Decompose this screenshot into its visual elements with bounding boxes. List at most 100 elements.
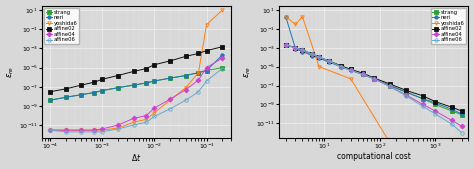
affine02	[449, 106, 455, 108]
Y-axis label: $\varepsilon_{re}$: $\varepsilon_{re}$	[6, 65, 16, 78]
neri	[219, 54, 225, 56]
yoshida6	[196, 72, 201, 74]
strang	[310, 53, 315, 55]
affine02	[196, 52, 201, 54]
affine02	[99, 78, 105, 80]
yoshida6	[115, 127, 121, 129]
affine06	[204, 80, 210, 82]
neri	[360, 73, 366, 75]
yoshida6	[300, 16, 305, 18]
neri	[144, 82, 149, 84]
yoshida6	[316, 66, 322, 68]
affine06	[167, 108, 173, 110]
affine04	[79, 129, 84, 131]
yoshida6	[144, 118, 149, 120]
affine02	[131, 70, 137, 73]
X-axis label: computational cost: computational cost	[337, 152, 410, 161]
affine06	[449, 123, 455, 125]
Line: yoshida6: yoshida6	[284, 15, 391, 144]
affine04	[387, 85, 392, 87]
neri	[459, 113, 465, 115]
affine02	[144, 68, 149, 70]
affine04	[91, 129, 97, 131]
affine06	[79, 131, 84, 133]
affine02	[63, 88, 68, 90]
Line: strang: strang	[284, 43, 463, 116]
neri	[300, 51, 305, 53]
neri	[204, 69, 210, 71]
Line: affine06: affine06	[48, 67, 224, 134]
affine04	[219, 57, 225, 59]
affine04	[63, 129, 68, 131]
strang	[152, 80, 157, 82]
affine06	[459, 132, 465, 134]
affine04	[310, 53, 315, 55]
strang	[316, 56, 322, 58]
X-axis label: $\Delta t$: $\Delta t$	[131, 152, 142, 163]
affine04	[360, 73, 366, 75]
neri	[152, 80, 157, 82]
affine04	[338, 66, 344, 68]
affine04	[300, 49, 305, 51]
strang	[300, 49, 305, 51]
strang	[459, 114, 465, 116]
strang	[131, 84, 137, 86]
strang	[144, 82, 149, 84]
affine02	[326, 60, 332, 62]
affine02	[338, 65, 344, 67]
affine04	[204, 67, 210, 69]
Legend: strang, neri, yoshida6, affine02, affine04, affine06: strang, neri, yoshida6, affine02, affine…	[431, 8, 466, 44]
affine06	[283, 44, 289, 46]
affine04	[152, 107, 157, 109]
affine06	[152, 115, 157, 117]
affine04	[167, 98, 173, 100]
affine02	[283, 44, 289, 46]
affine06	[300, 49, 305, 51]
neri	[63, 96, 68, 98]
affine04	[432, 110, 438, 112]
affine06	[360, 73, 366, 75]
strang	[79, 94, 84, 96]
affine06	[91, 131, 97, 133]
neri	[283, 16, 289, 18]
affine04	[316, 56, 322, 58]
affine06	[372, 78, 377, 80]
strang	[403, 91, 409, 93]
neri	[115, 87, 121, 89]
affine04	[372, 78, 377, 80]
affine04	[420, 103, 426, 105]
affine02	[348, 68, 354, 70]
affine04	[459, 125, 465, 127]
strang	[449, 110, 455, 112]
yoshida6	[79, 129, 84, 131]
affine02	[387, 83, 392, 85]
affine04	[348, 69, 354, 71]
neri	[348, 69, 354, 71]
yoshida6	[99, 129, 105, 131]
affine02	[300, 49, 305, 51]
affine04	[403, 94, 409, 96]
neri	[196, 72, 201, 74]
Line: neri: neri	[48, 53, 224, 102]
affine02	[115, 75, 121, 77]
strang	[183, 75, 189, 77]
yoshida6	[283, 16, 289, 18]
yoshida6	[183, 87, 189, 89]
affine04	[131, 117, 137, 119]
yoshida6	[152, 112, 157, 114]
Y-axis label: $\varepsilon_{re}$: $\varepsilon_{re}$	[243, 65, 253, 78]
affine06	[403, 95, 409, 97]
affine06	[144, 121, 149, 123]
neri	[310, 55, 315, 57]
affine04	[326, 60, 332, 62]
affine02	[91, 81, 97, 83]
strang	[115, 87, 121, 89]
affine06	[348, 69, 354, 71]
Line: yoshida6: yoshida6	[48, 8, 224, 132]
affine06	[292, 47, 298, 49]
affine02	[292, 47, 298, 49]
Line: affine04: affine04	[284, 43, 463, 128]
affine02	[420, 95, 426, 97]
affine02	[372, 77, 377, 79]
affine04	[292, 47, 298, 49]
